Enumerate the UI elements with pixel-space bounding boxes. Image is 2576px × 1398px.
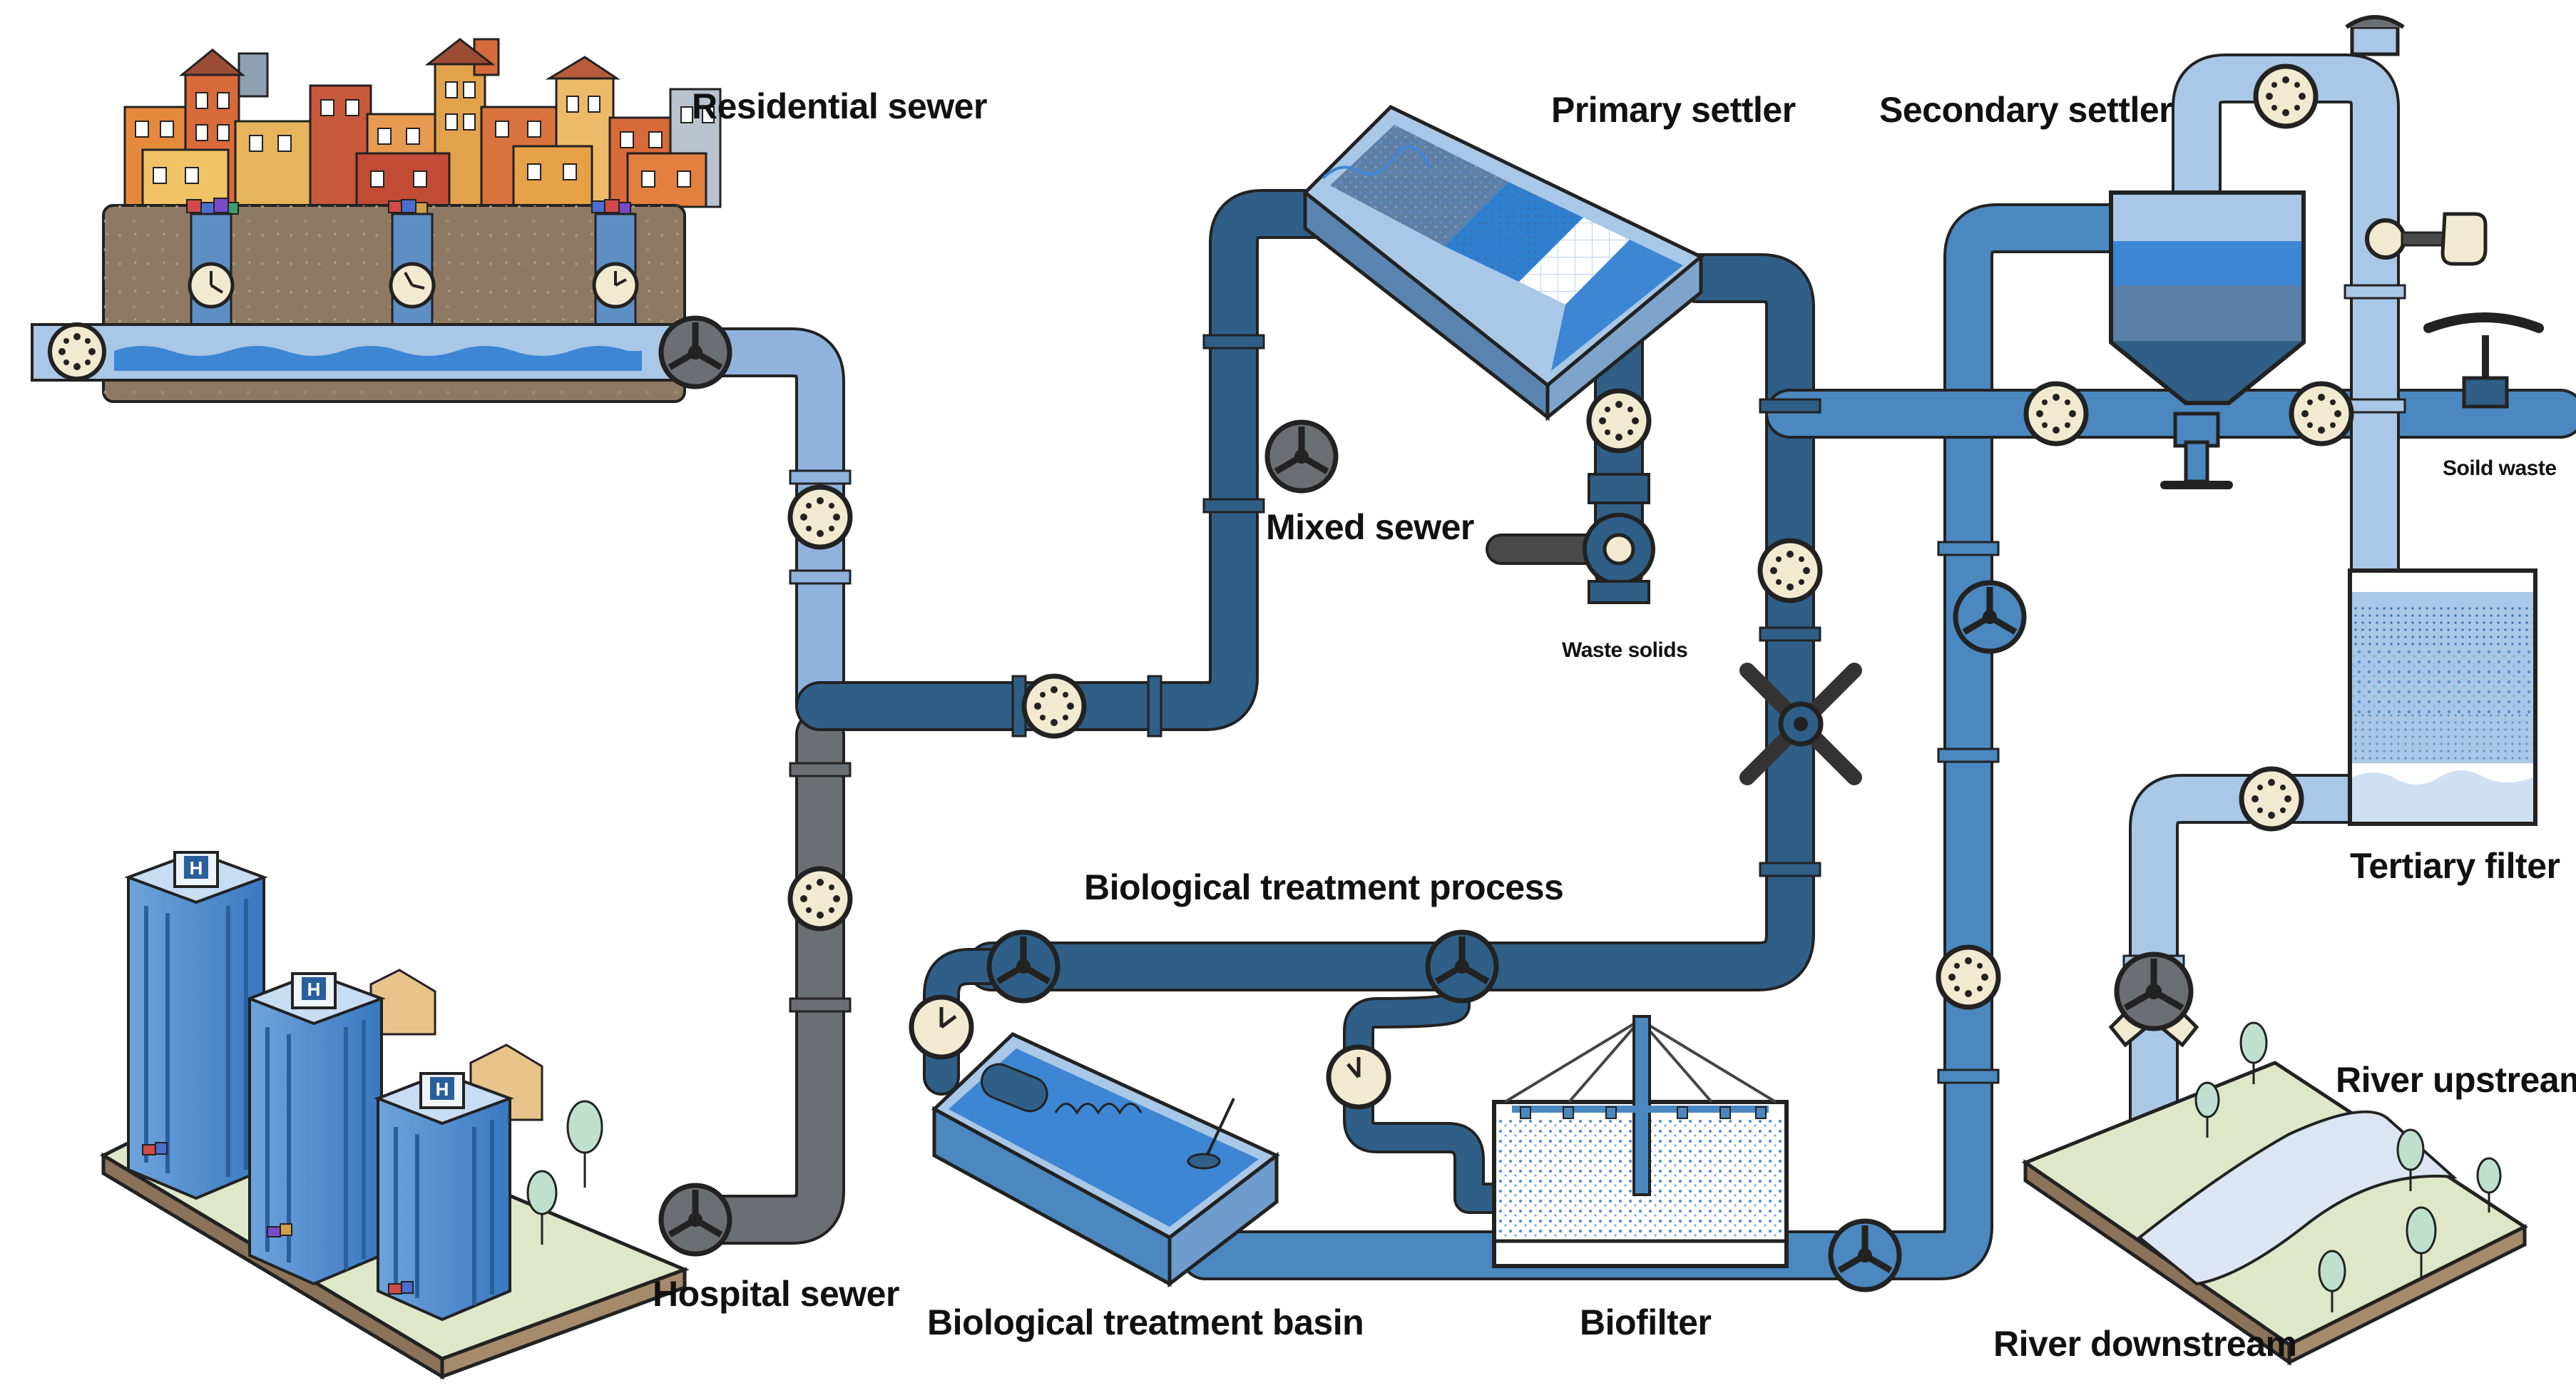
- label-biological-treatment-basin: Biological treatment basin: [927, 1302, 1364, 1342]
- mixed-sewer-valve-wheel: [1264, 419, 1339, 494]
- river: [2137, 1110, 2458, 1286]
- hand-lever-icon: [2365, 212, 2488, 266]
- valve-wheel: [1828, 1218, 1902, 1292]
- valve-wheel: [658, 1183, 732, 1257]
- biofilter-tank: [1492, 1015, 1789, 1268]
- settler-drain-tee: [2160, 412, 2233, 489]
- valves: [658, 15, 2544, 1292]
- valve-wheel: [1953, 580, 2027, 654]
- label-hospital-sewer: Hospital sewer: [653, 1274, 899, 1314]
- pressure-gauge: [1326, 1044, 1391, 1110]
- waste-solids-pump: [1583, 473, 1655, 604]
- house-drain-gauges: [188, 262, 639, 309]
- label-tertiary-filter: Tertiary filter: [2350, 846, 2560, 886]
- hospital-sign: H: [307, 979, 321, 1000]
- flow-gauge: [2023, 381, 2089, 447]
- valve-wheel: [658, 315, 732, 389]
- flow-gauge: [2253, 63, 2319, 129]
- label-river-downstream: River downstream: [1993, 1324, 2297, 1364]
- hospital-garbage: [142, 1142, 414, 1295]
- primary-settler-tank: [1302, 104, 1704, 422]
- trees: [526, 1100, 603, 1245]
- flow-gauge: [1757, 538, 1823, 603]
- valve-wheel: [1425, 929, 1499, 1004]
- river-trees: [2194, 1021, 2502, 1312]
- label-waste-solids: Waste solids: [1562, 638, 1688, 662]
- hospital-sign-icons: H H H: [184, 856, 454, 1100]
- label-primary-settler: Primary settler: [1551, 90, 1796, 130]
- pressure-gauge: [909, 994, 974, 1060]
- flow-gauge: [1586, 388, 1652, 454]
- tertiary-filter-tank: [2348, 568, 2537, 826]
- flow-gauge: [1936, 944, 2001, 1010]
- hospital-sign: H: [436, 1078, 449, 1100]
- residential-area: [31, 38, 722, 403]
- secondary-settler-tank: [2109, 190, 2306, 405]
- hospital-sign: H: [190, 857, 203, 879]
- flow-gauge: [787, 866, 853, 932]
- hospital-area: H H H: [99, 850, 690, 1380]
- flow-gauge: [787, 484, 853, 550]
- flow-gauge: [2239, 766, 2304, 832]
- top-handwheel: [2345, 15, 2405, 56]
- residential-inlet-gauge: [48, 322, 106, 381]
- river-valve-wheel: [2108, 951, 2199, 1048]
- flow-gauge: [2289, 381, 2354, 447]
- gate-valve-x: [1739, 663, 1862, 785]
- solid-waste-valve: [2423, 312, 2544, 409]
- label-biological-treatment-process: Biological treatment process: [1084, 867, 1564, 907]
- label-soild-waste: Soild waste: [2443, 456, 2557, 480]
- flow-gauges: [787, 63, 2354, 1110]
- valve-wheel: [986, 929, 1060, 1004]
- flow-gauge: [1021, 673, 1087, 739]
- house-windows: [135, 81, 715, 188]
- label-secondary-settler: Secondary settler: [1879, 90, 2173, 130]
- label-river-upstream: River upstream: [2336, 1060, 2576, 1100]
- label-mixed-sewer: Mixed sewer: [1266, 507, 1474, 547]
- label-biofilter: Biofilter: [1580, 1302, 1712, 1342]
- river-area: [2021, 1021, 2529, 1366]
- garbage-piles: [186, 198, 631, 215]
- biological-treatment-basin: [931, 1032, 1280, 1288]
- label-residential-sewer: Residential sewer: [692, 86, 987, 126]
